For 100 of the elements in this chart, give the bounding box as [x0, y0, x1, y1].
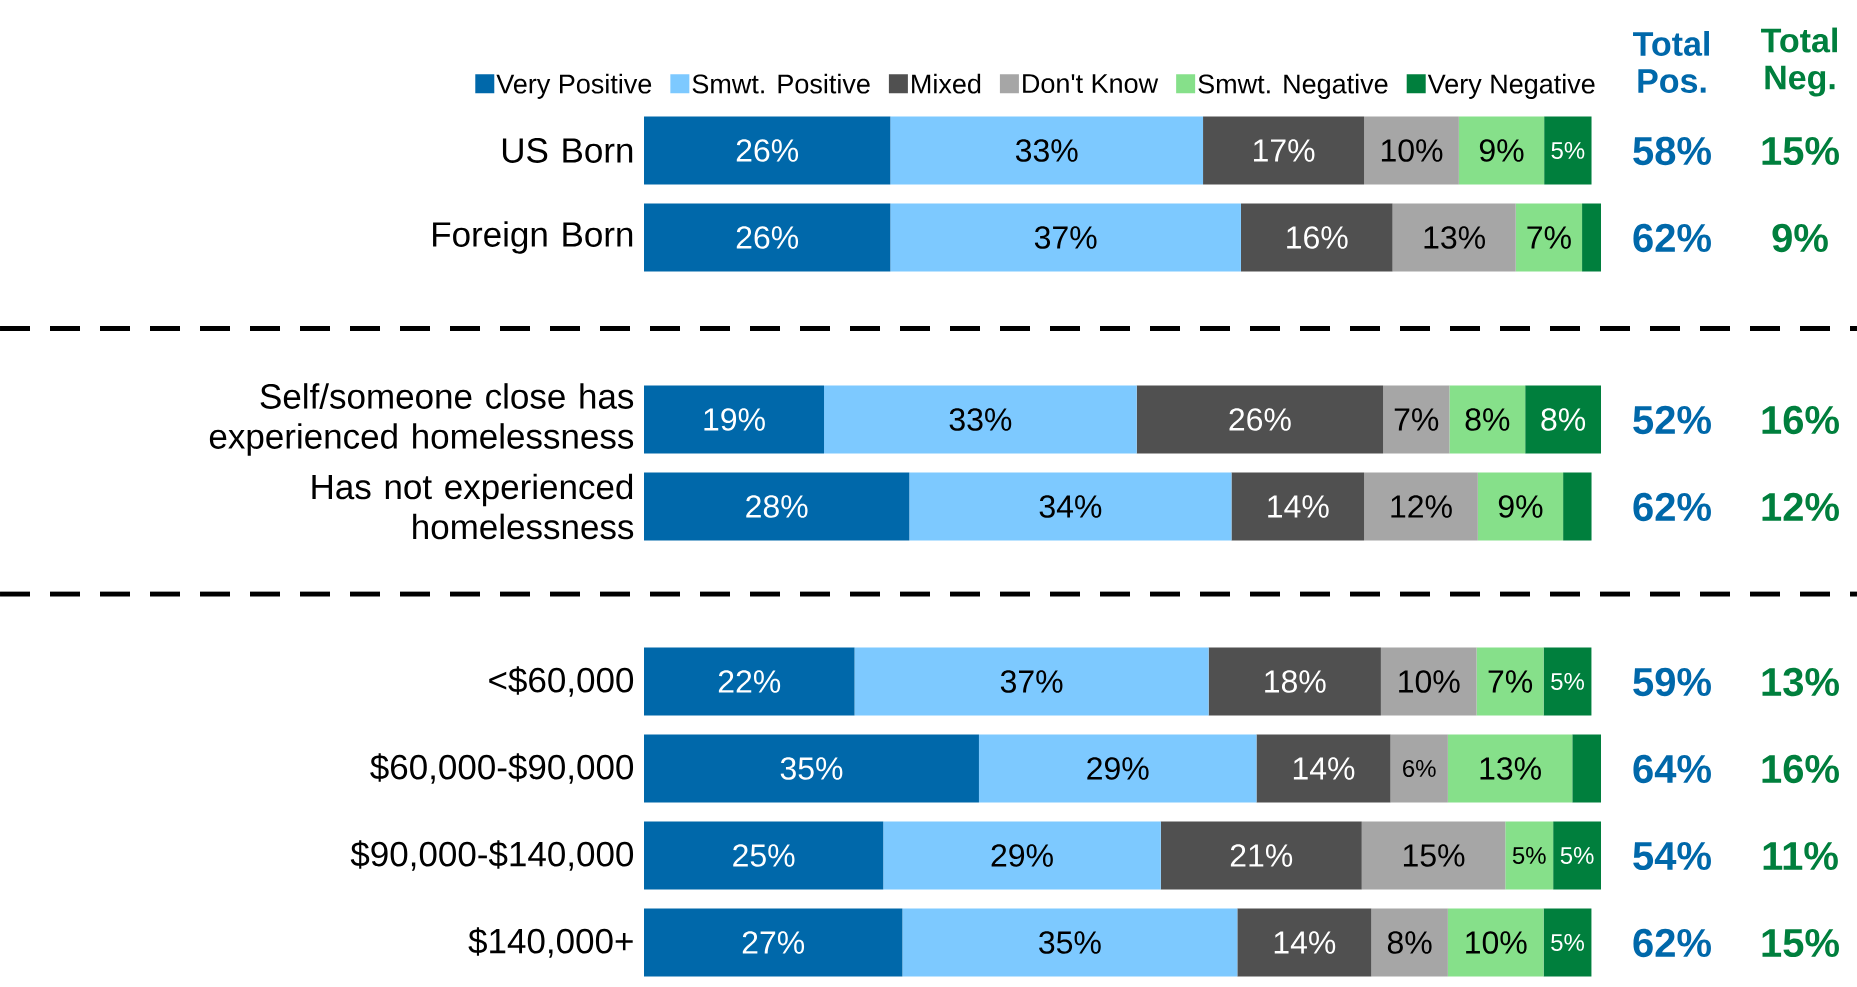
y-tick-label: Self/someone close has experienced homelessness	[209, 383, 634, 456]
text: 62%	[1633, 928, 1711, 958]
y-tick-label: <$60,000	[489, 666, 634, 697]
text: 15%	[1762, 136, 1839, 166]
y-tick-label: $140,000+	[468, 927, 633, 958]
bar	[1380, 647, 1477, 716]
y-tick-label: $60,000-$90,000	[370, 753, 634, 784]
bar	[902, 908, 1238, 977]
data-label: 5%	[1560, 847, 1594, 864]
text: 16%	[1762, 405, 1839, 435]
data-label: 22%	[718, 670, 781, 693]
text: 58%	[1633, 136, 1711, 166]
text: 52%	[1633, 405, 1711, 435]
bar	[1553, 821, 1601, 890]
bar	[1447, 908, 1544, 977]
data-label: 27%	[742, 931, 805, 954]
text: 16%	[1762, 754, 1839, 784]
text: Total Neg.	[1761, 27, 1837, 97]
data-label: 29%	[991, 844, 1053, 867]
data-label: 33%	[949, 408, 1012, 431]
bar	[644, 821, 884, 890]
bar	[1572, 734, 1601, 803]
data-label: 5%	[1551, 934, 1585, 951]
text: 13%	[1762, 667, 1839, 697]
bar	[1477, 472, 1564, 541]
text: 12%	[1762, 492, 1839, 522]
bar	[1582, 203, 1601, 272]
y-tick-label: US Born	[502, 138, 633, 163]
data-label: 14%	[1293, 757, 1355, 780]
data-label: 9%	[1498, 495, 1543, 518]
data-label: 34%	[1039, 495, 1102, 518]
bar	[1364, 472, 1478, 541]
bar	[1543, 908, 1592, 977]
bar	[909, 472, 1232, 541]
bar	[1449, 385, 1526, 454]
data-label: 19%	[704, 408, 765, 431]
bar	[644, 385, 825, 454]
bar	[1505, 821, 1554, 890]
text: Total Pos.	[1633, 31, 1709, 93]
data-label: 5%	[1512, 847, 1546, 864]
bar	[824, 385, 1137, 454]
bar	[1371, 908, 1448, 977]
text: 9%	[1772, 223, 1828, 253]
bar	[1364, 116, 1459, 185]
data-label: 8%	[1541, 408, 1586, 431]
bar	[890, 116, 1204, 185]
bar	[1515, 203, 1583, 272]
data-label: 37%	[1000, 670, 1063, 693]
y-tick-label: Has not experienced homelessness	[312, 473, 634, 540]
data-label: 15%	[1403, 844, 1465, 867]
data-label: 6%	[1403, 760, 1436, 777]
data-label: 18%	[1265, 670, 1326, 693]
bar	[1256, 734, 1391, 803]
text: 54%	[1633, 841, 1711, 871]
data-label: 35%	[1039, 931, 1101, 954]
text: 62%	[1633, 492, 1711, 522]
data-label: 16%	[1287, 226, 1348, 249]
bar	[1208, 647, 1381, 716]
bar	[644, 647, 855, 716]
bar	[644, 472, 910, 541]
bar	[1390, 734, 1448, 803]
bar	[854, 647, 1209, 716]
text: 62%	[1633, 223, 1711, 253]
data-label: 33%	[1015, 139, 1078, 162]
y-tick-label: $90,000-$140,000	[350, 840, 634, 871]
data-label: 10%	[1399, 670, 1460, 693]
bar	[644, 203, 891, 272]
data-label: 14%	[1268, 495, 1329, 518]
data-label: 9%	[1479, 139, 1524, 162]
bar	[1136, 385, 1384, 454]
legend-label: Very Positive	[496, 73, 652, 99]
data-label: 5%	[1551, 142, 1585, 159]
data-label: 8%	[1387, 931, 1432, 954]
legend-label: Very Negative	[1427, 73, 1595, 99]
legend-label: Don't Know	[1023, 74, 1159, 94]
data-label: 37%	[1034, 226, 1097, 249]
bar	[890, 203, 1241, 272]
bar	[1203, 116, 1365, 185]
data-label: 21%	[1230, 844, 1293, 867]
data-label: 8%	[1465, 408, 1510, 431]
data-label: 28%	[746, 495, 808, 518]
bar	[1160, 821, 1362, 890]
data-label: 5%	[1551, 673, 1585, 690]
bar	[1237, 908, 1372, 977]
y-tick-label: Foreign Born	[433, 221, 633, 254]
data-label: 10%	[1381, 139, 1443, 162]
bar	[1383, 385, 1450, 454]
data-label: 13%	[1480, 757, 1541, 780]
bar	[1525, 385, 1601, 454]
text: 11%	[1763, 841, 1838, 871]
data-label: 12%	[1391, 495, 1452, 518]
bar	[1231, 472, 1365, 541]
bar	[1392, 203, 1516, 272]
data-label: 26%	[736, 226, 799, 249]
data-label: 35%	[780, 757, 843, 780]
text: 59%	[1633, 667, 1711, 697]
bar	[644, 116, 891, 185]
bar	[1544, 116, 1592, 185]
legend-label: Smwt. Negative	[1198, 73, 1388, 99]
bar	[883, 821, 1161, 890]
